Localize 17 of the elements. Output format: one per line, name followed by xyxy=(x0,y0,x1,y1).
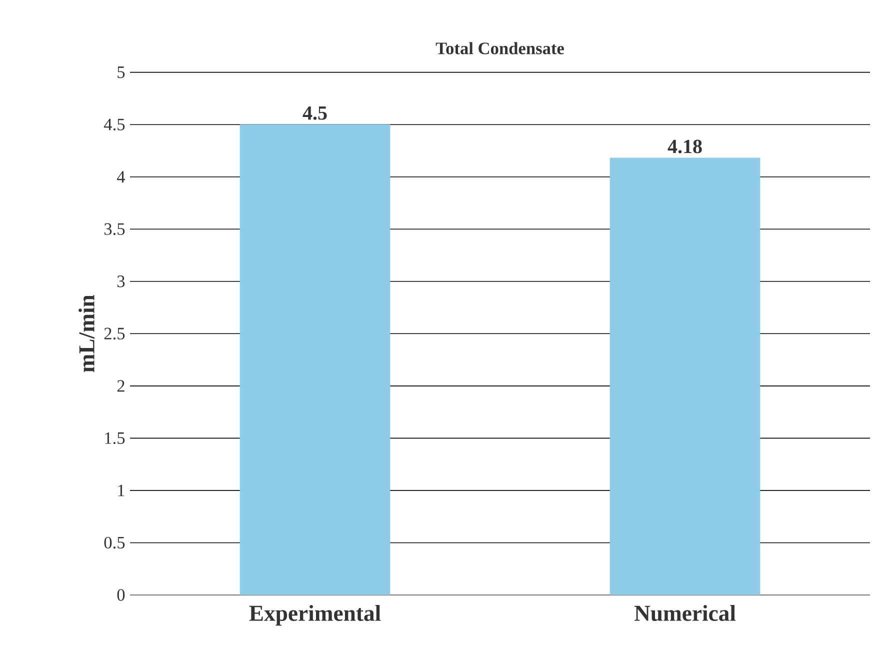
y-tick-label: 2 xyxy=(117,380,124,392)
x-tick-label: Numerical xyxy=(634,605,736,622)
y-tick-label: 0 xyxy=(117,589,125,601)
y-tick-label: 4.5 xyxy=(104,118,125,130)
y-tick-label: 0.5 xyxy=(104,536,125,549)
y-tick-label: 1.5 xyxy=(105,432,125,444)
x-tick-label: Experimental xyxy=(249,605,381,626)
y-tick-label: 2.5 xyxy=(104,328,125,340)
y-tick-label: 3.5 xyxy=(104,223,125,235)
data-label: 4.5 xyxy=(302,106,327,120)
y-tick-label: 3 xyxy=(117,276,125,288)
data-label: 4.18 xyxy=(668,140,702,154)
chart-title: Total Condensate xyxy=(436,42,564,54)
y-axis-title: mL/min xyxy=(78,294,94,372)
y-tick-label: 1 xyxy=(118,484,124,496)
y-tick-label: 5 xyxy=(118,66,125,78)
y-tick-label: 4 xyxy=(116,171,126,183)
